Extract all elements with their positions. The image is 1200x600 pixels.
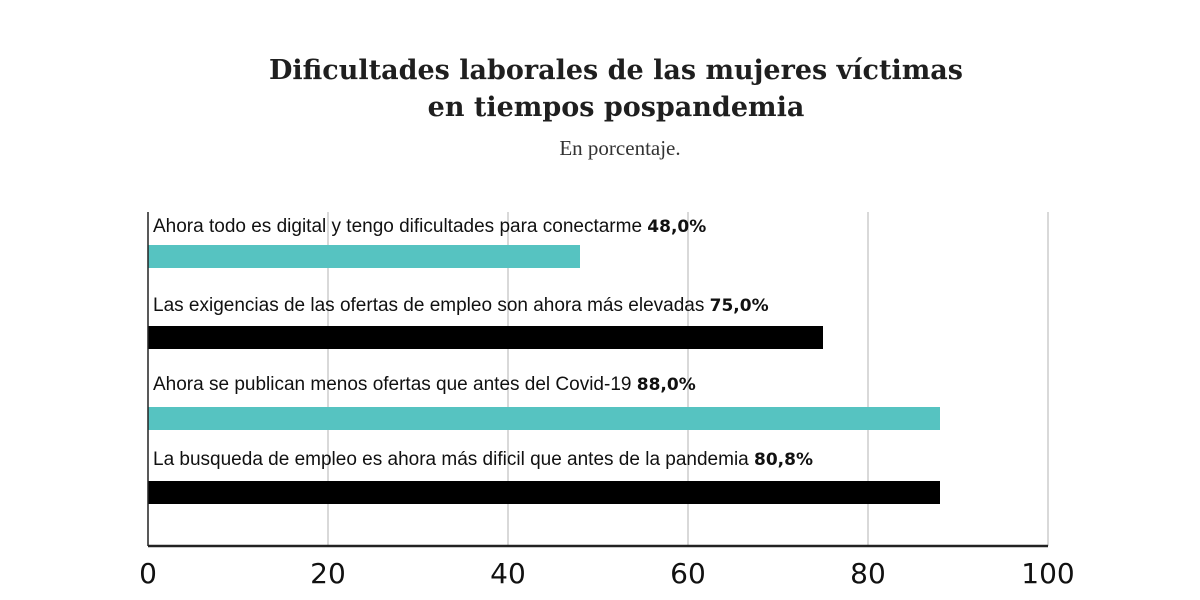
x-tick-label-0: 0 xyxy=(139,557,157,590)
category-label-0: Ahora todo es digital y tengo dificultad… xyxy=(153,216,706,237)
bar-3 xyxy=(148,481,940,504)
category-text-3: La busqueda de empleo es ahora más dific… xyxy=(153,449,754,470)
x-tick-label-2: 40 xyxy=(490,557,526,590)
bars xyxy=(148,245,940,504)
value-label-1: 75,0% xyxy=(710,296,769,316)
category-text-0: Ahora todo es digital y tengo dificultad… xyxy=(153,216,647,237)
value-label-2: 88,0% xyxy=(637,375,696,395)
value-label-0: 48,0% xyxy=(647,217,706,237)
value-label-3: 80,8% xyxy=(754,450,813,470)
x-tick-label-3: 60 xyxy=(670,557,706,590)
x-tick-label-4: 80 xyxy=(850,557,886,590)
bar-2 xyxy=(148,407,940,430)
category-text-2: Ahora se publican menos ofertas que ante… xyxy=(153,374,637,395)
category-label-3: La busqueda de empleo es ahora más dific… xyxy=(153,449,813,470)
category-text-1: Las exigencias de las ofertas de empleo … xyxy=(153,295,710,316)
category-labels: Ahora todo es digital y tengo dificultad… xyxy=(153,216,813,470)
chart-subtitle: En porcentaje. xyxy=(559,136,681,160)
x-tick-label-5: 100 xyxy=(1021,557,1074,590)
x-axis: 0 20 40 60 80 100 xyxy=(139,212,1075,590)
bar-0 xyxy=(148,245,580,268)
category-label-1: Las exigencias de las ofertas de empleo … xyxy=(153,295,769,316)
category-label-2: Ahora se publican menos ofertas que ante… xyxy=(153,374,696,395)
chart-title: Dificultades laborales de las mujeres ví… xyxy=(269,55,963,123)
bar-1 xyxy=(148,326,823,349)
x-tick-label-1: 20 xyxy=(310,557,346,590)
